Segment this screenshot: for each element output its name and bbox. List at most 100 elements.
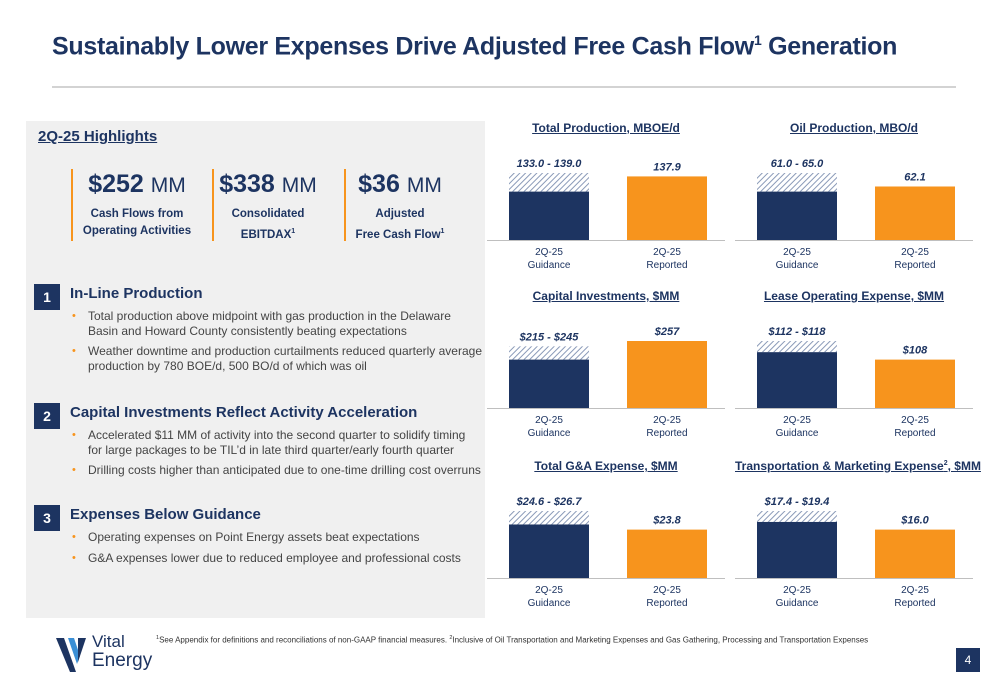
category-tick-label: 2Q-25 — [653, 247, 681, 258]
bullet-item: • Accelerated $11 MM of activity into the… — [72, 428, 466, 457]
bullet-list: • Accelerated $11 MM of activity into the… — [70, 428, 482, 484]
bullet-item: • G&A expenses lower due to reduced emplo… — [72, 550, 461, 565]
chart-title: Capital Investments, $MM — [532, 289, 680, 303]
guidance-range-bar — [757, 511, 837, 522]
chart-title: Lease Operating Expense, $MM — [763, 289, 945, 303]
kpi-label: Cash Flows from Operating Activities — [82, 208, 192, 237]
chart-title: Oil Production, MBO/d — [790, 121, 918, 135]
bullet-dot-icon: • — [72, 531, 76, 543]
guidance-range-bar — [509, 511, 589, 525]
highlights-panel: 2Q-25 Highlights $252 MM Cash Flows from… — [26, 121, 485, 618]
category-tick-label: Reported — [894, 598, 935, 609]
reported-data-label: $257 — [654, 326, 680, 338]
section-number-badge: 3 — [34, 505, 60, 531]
vital-energy-logo-icon — [56, 638, 86, 672]
bullet-dot-icon: • — [72, 551, 76, 564]
category-tick-label: Reported — [646, 598, 687, 609]
bullet-item: • Drilling costs higher than anticipated … — [72, 463, 481, 477]
category-tick-label: 2Q-25 — [901, 585, 929, 596]
footnote: 1See Appendix for definitions and reconc… — [156, 635, 869, 645]
reported-bar — [875, 529, 955, 578]
reported-data-label: $16.0 — [900, 515, 929, 527]
reported-data-label: $108 — [902, 345, 928, 357]
reported-bar — [627, 176, 707, 240]
guidance-data-label: 133.0 - 139.0 — [517, 158, 583, 170]
highlights-heading: 2Q-25 Highlights — [38, 128, 158, 145]
logo-text-vital: Vital — [92, 632, 125, 651]
chart-title: Transportation & Marketing Expense2, $MM — [735, 459, 981, 473]
bullet-dot-icon: • — [72, 310, 76, 322]
guidance-low-bar — [509, 524, 589, 578]
guidance-range-bar — [757, 341, 837, 353]
bullet-list: • Total production above midpoint with ga… — [70, 309, 482, 379]
reported-data-label: $23.8 — [652, 515, 681, 527]
chart-transportation-marketing-expense: Transportation & Marketing Expense2, $MM… — [735, 459, 981, 609]
guidance-low-bar — [757, 521, 837, 578]
category-tick-label: 2Q-25 — [653, 585, 681, 596]
category-tick-label: 2Q-25 — [901, 415, 929, 426]
category-tick-label: Guidance — [528, 260, 571, 271]
category-tick-label: 2Q-25 — [901, 247, 929, 258]
chart-title: Total G&A Expense, $MM — [534, 459, 678, 473]
guidance-range-bar — [509, 346, 589, 360]
category-tick-label: Guidance — [776, 598, 819, 609]
reported-data-label: 137.9 — [653, 161, 681, 173]
chart-svg: $215 - $245 $257 2Q-25 Guidance 2Q-25 Reporte… — [487, 326, 725, 439]
section-title: Capital Investments Reflect Activity Acc… — [70, 404, 418, 421]
guidance-data-label: $24.6 - $26.7 — [516, 496, 583, 508]
guidance-range-bar — [509, 173, 589, 192]
category-tick-label: Reported — [894, 260, 935, 271]
chart-oil-production: Oil Production, MBO/d 61.0 - 65.0 62.1 2Q-… — [735, 121, 973, 271]
guidance-data-label: $17.4 - $19.4 — [764, 496, 830, 508]
section-number-badge: 1 — [34, 284, 60, 310]
chart-total-production: Total Production, MBOE/d 133.0 - 139.0 13… — [487, 121, 725, 271]
chart-svg: 133.0 - 139.0 137.9 2Q-25 Guidance 2Q-25 Repo… — [487, 158, 725, 271]
bullet-dot-icon: • — [72, 345, 76, 357]
bullet-item: • Weather downtime and production curtail… — [72, 344, 482, 373]
kpi-value: $36 MM — [358, 170, 442, 198]
guidance-low-bar — [757, 352, 837, 408]
bullet-item: • Operating expenses on Point Energy asse… — [72, 530, 420, 544]
chart-capital-investments: Capital Investments, $MM $215 - $245 $257… — [487, 289, 725, 439]
chart-svg: $112 - $118 $108 2Q-25 Guidance 2Q-25 Reporte… — [735, 326, 973, 439]
kpi-ebitdax: $338 MM Consolidated EBITDAX1 — [212, 169, 322, 241]
reported-bar — [627, 529, 707, 578]
guidance-low-bar — [509, 191, 589, 240]
kpi-value: $338 MM — [219, 170, 317, 198]
category-tick-label: Reported — [646, 260, 687, 271]
company-logo: Vital Energy — [56, 632, 156, 676]
chart-svg: 61.0 - 65.0 62.1 2Q-25 Guidance 2Q-25 Reporte… — [735, 158, 973, 271]
guidance-data-label: 61.0 - 65.0 — [771, 158, 824, 170]
guidance-data-label: $215 - $245 — [519, 331, 580, 343]
reported-bar — [875, 359, 955, 408]
category-tick-label: 2Q-25 — [535, 415, 563, 426]
category-tick-label: 2Q-25 — [783, 247, 811, 258]
category-tick-label: Guidance — [776, 428, 819, 439]
chart-lease-operating-expense: Lease Operating Expense, $MM $112 - $118… — [735, 289, 973, 439]
reported-bar — [875, 186, 955, 240]
section-number-badge: 2 — [34, 403, 60, 429]
logo-text-energy: Energy — [92, 650, 153, 671]
page-number: 4 — [956, 648, 980, 672]
bullet-dot-icon: • — [72, 429, 76, 441]
kpi-free-cash-flow: $36 MM Adjusted Free Cash Flow1 — [344, 169, 454, 241]
chart-total-ga-expense: Total G&A Expense, $MM $24.6 - $26.7 $23.… — [487, 459, 725, 609]
section-title: Expenses Below Guidance — [70, 506, 261, 523]
kpi-cash-flows: $252 MM Cash Flows from Operating Activit… — [71, 169, 201, 241]
category-tick-label: Reported — [894, 428, 935, 439]
category-tick-label: Guidance — [528, 428, 571, 439]
bullet-list: • Operating expenses on Point Energy asse… — [70, 530, 482, 571]
kpi-label: Adjusted Free Cash Flow1 — [355, 208, 445, 241]
title-divider — [52, 86, 956, 88]
guidance-data-label: $112 - $118 — [767, 326, 826, 338]
chart-svg: $17.4 - $19.4 $16.0 2Q-25 Guidance 2Q-25 Repo… — [735, 496, 973, 609]
page-title: Sustainably Lower Expenses Drive Adjuste… — [52, 32, 898, 61]
bullet-item: • Total production above midpoint with ga… — [72, 309, 451, 338]
guidance-range-bar — [757, 173, 837, 192]
category-tick-label: Reported — [646, 428, 687, 439]
section-title: In-Line Production — [70, 285, 203, 302]
kpi-label: Consolidated EBITDAX1 — [231, 208, 305, 241]
category-tick-label: 2Q-25 — [535, 585, 563, 596]
bullet-dot-icon: • — [72, 464, 76, 476]
chart-title: Total Production, MBOE/d — [532, 121, 680, 135]
